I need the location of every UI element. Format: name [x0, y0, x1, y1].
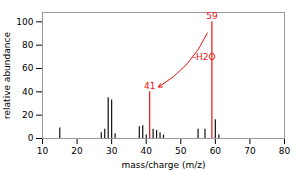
svg-text:59: 59 — [206, 11, 218, 21]
svg-text:50: 50 — [175, 146, 187, 156]
svg-text:60: 60 — [210, 146, 222, 156]
svg-text:70: 70 — [244, 146, 256, 156]
svg-text:0: 0 — [28, 133, 34, 143]
svg-text:40: 40 — [140, 146, 152, 156]
svg-text:mass/charge (m/z): mass/charge (m/z) — [121, 160, 205, 170]
svg-text:80: 80 — [22, 40, 34, 50]
svg-text:20: 20 — [22, 110, 34, 120]
svg-text:relative abundance: relative abundance — [2, 32, 12, 119]
svg-text:10: 10 — [37, 146, 49, 156]
svg-text:20: 20 — [71, 146, 83, 156]
svg-text:100: 100 — [16, 17, 33, 27]
svg-text:80: 80 — [279, 146, 291, 156]
svg-text:41: 41 — [144, 81, 155, 91]
svg-text:40: 40 — [22, 87, 34, 97]
svg-text:30: 30 — [106, 146, 118, 156]
svg-text:60: 60 — [22, 63, 34, 73]
svg-text:-H2O: -H2O — [193, 52, 216, 62]
